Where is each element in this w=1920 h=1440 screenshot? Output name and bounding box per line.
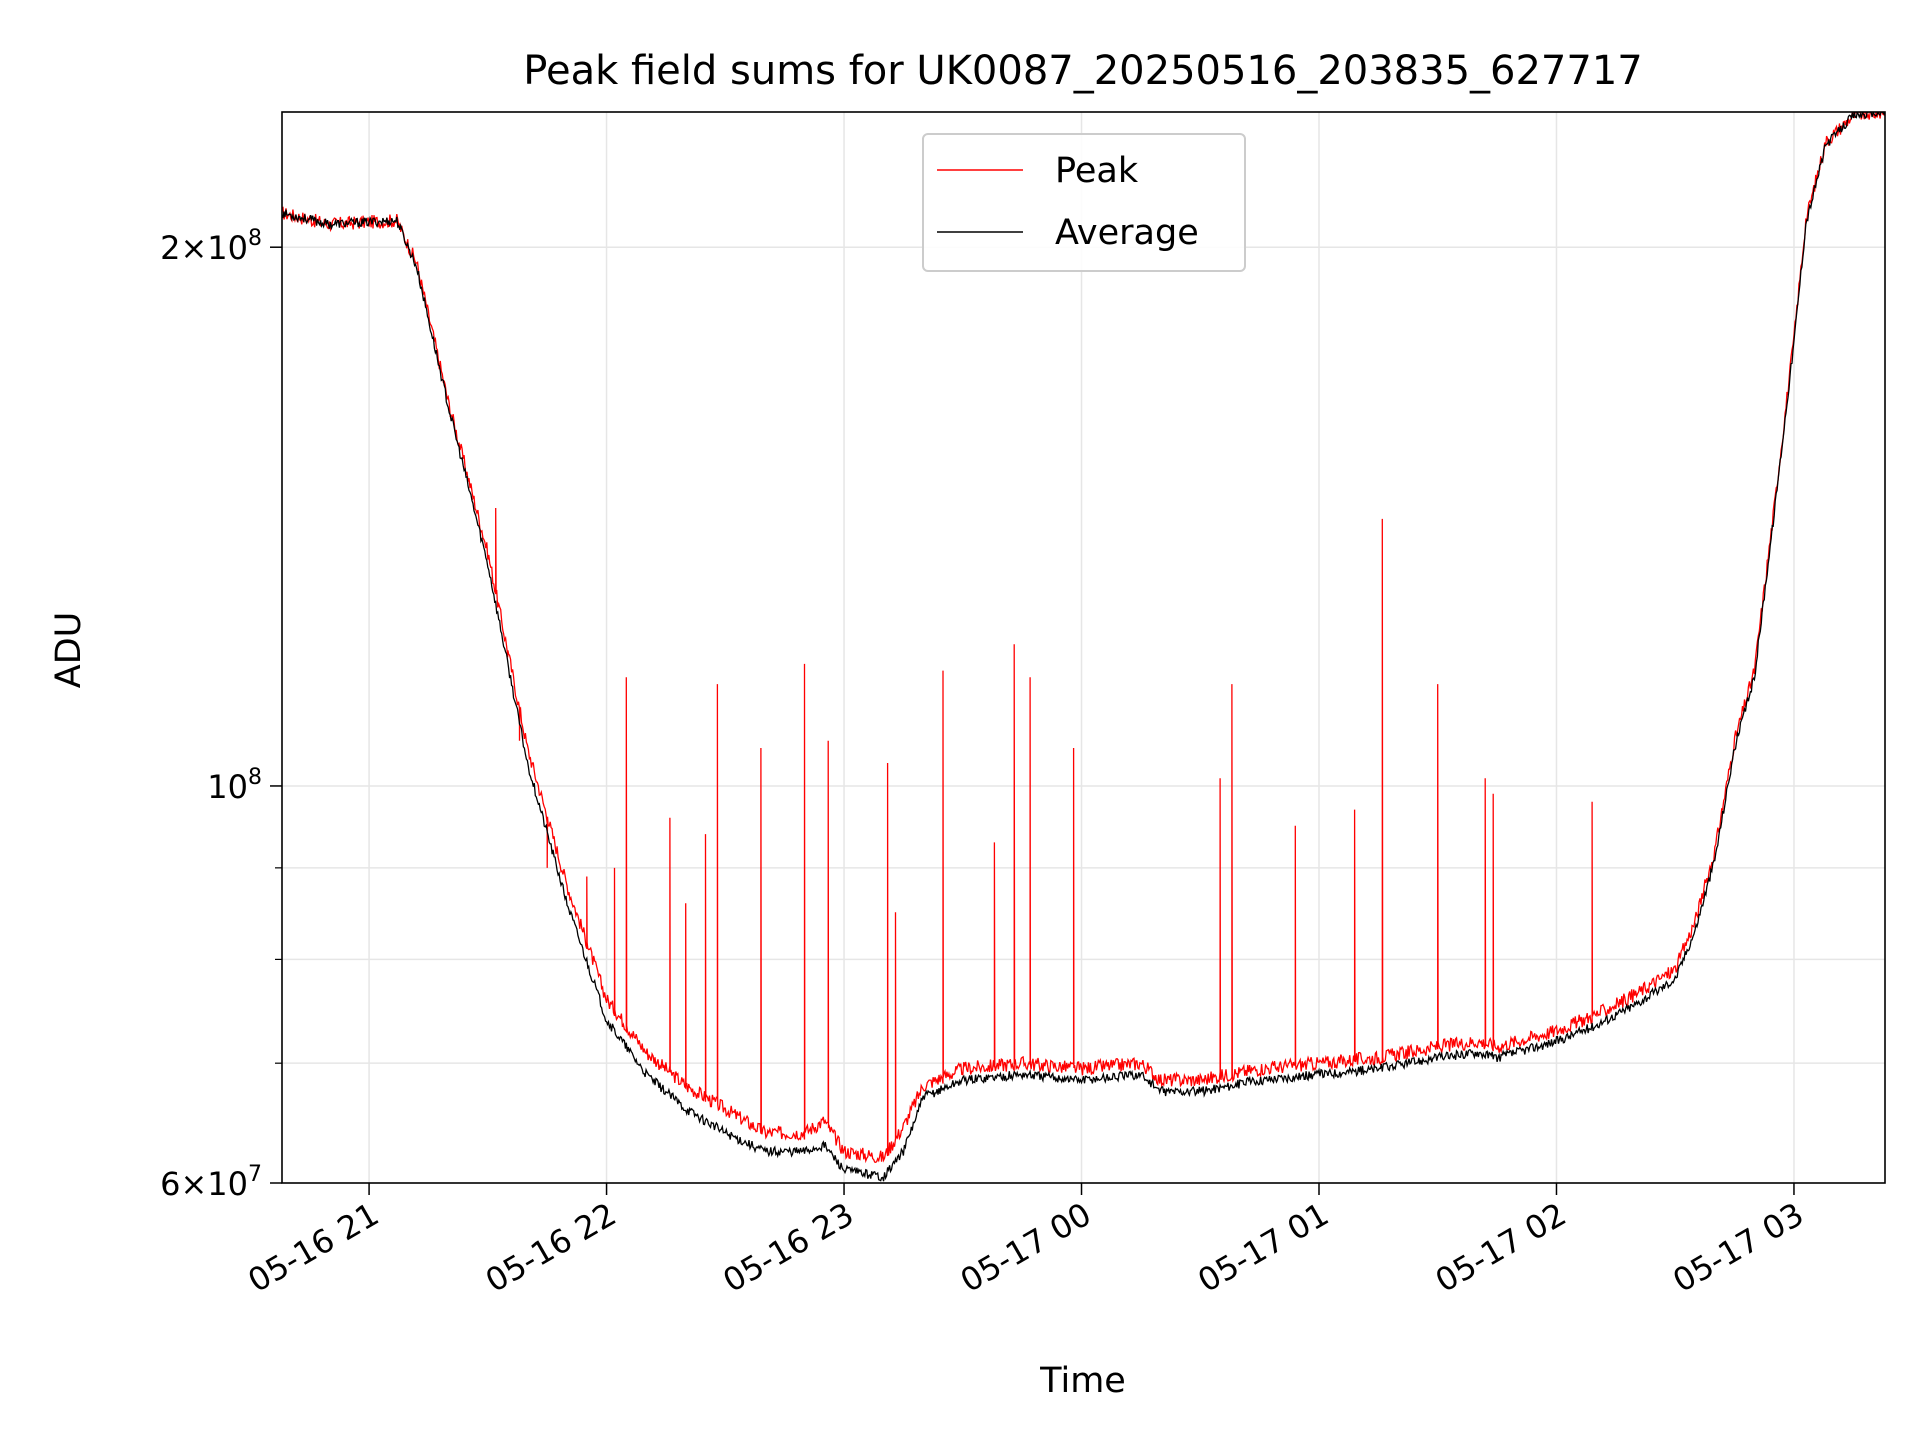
- y-tick-label: 2×108: [160, 226, 262, 267]
- series-layer: [282, 112, 1885, 1182]
- y-tick-label: 108: [207, 765, 262, 806]
- y-axis-label: ADU: [49, 612, 89, 689]
- plot-frame: [281, 111, 1886, 1184]
- legend-average-label: Average: [1055, 213, 1199, 253]
- legend: Peak Average: [922, 133, 1246, 272]
- legend-box: [922, 133, 1246, 272]
- legend-peak-label: Peak: [1055, 151, 1139, 191]
- series-line-peak: [282, 112, 1885, 1164]
- x-axis-label: Time: [1039, 1361, 1126, 1401]
- y-tick-label: 6×107: [160, 1162, 262, 1203]
- series-line-average: [282, 112, 1885, 1182]
- chart-title: Peak field sums for UK0087_20250516_2038…: [523, 48, 1642, 94]
